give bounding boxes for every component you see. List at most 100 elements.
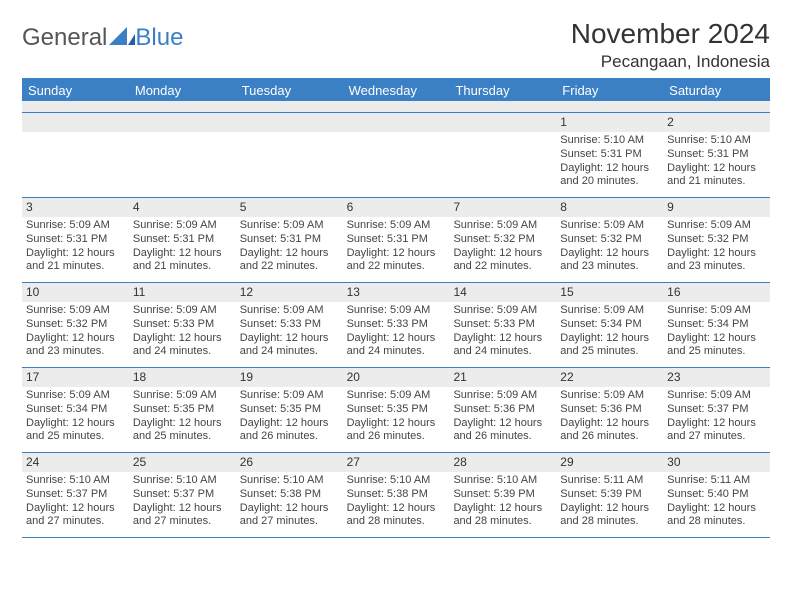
day-cell: 28Sunrise: 5:10 AMSunset: 5:39 PMDayligh…	[449, 453, 556, 537]
calendar-page: General Blue November 2024 Pecangaan, In…	[0, 0, 792, 538]
day-info-line: Sunset: 5:31 PM	[133, 233, 232, 247]
day-info-line: and 22 minutes.	[453, 260, 552, 274]
day-info-line: Daylight: 12 hours	[347, 247, 446, 261]
day-info-line: and 26 minutes.	[347, 430, 446, 444]
weeks-container: 1Sunrise: 5:10 AMSunset: 5:31 PMDaylight…	[22, 113, 770, 538]
day-info-line: Sunset: 5:40 PM	[667, 488, 766, 502]
dow-friday: Friday	[556, 80, 663, 101]
day-info-line: Daylight: 12 hours	[26, 332, 125, 346]
day-cell: 8Sunrise: 5:09 AMSunset: 5:32 PMDaylight…	[556, 198, 663, 282]
day-info-line: Daylight: 12 hours	[560, 417, 659, 431]
day-info-line: Daylight: 12 hours	[26, 247, 125, 261]
week-row: 3Sunrise: 5:09 AMSunset: 5:31 PMDaylight…	[22, 198, 770, 283]
day-number: 28	[449, 453, 556, 472]
day-info-line: and 28 minutes.	[667, 515, 766, 529]
day-number: 9	[663, 198, 770, 217]
day-info-line: Sunset: 5:34 PM	[560, 318, 659, 332]
day-number: 27	[343, 453, 450, 472]
day-info-line: Daylight: 12 hours	[240, 417, 339, 431]
header-spacer	[22, 101, 770, 113]
day-number: 6	[343, 198, 450, 217]
day-info-line: and 21 minutes.	[26, 260, 125, 274]
day-info-line: Sunset: 5:33 PM	[240, 318, 339, 332]
day-info-line: Sunrise: 5:10 AM	[240, 474, 339, 488]
day-cell: 3Sunrise: 5:09 AMSunset: 5:31 PMDaylight…	[22, 198, 129, 282]
dow-tuesday: Tuesday	[236, 80, 343, 101]
day-info-line: Sunrise: 5:09 AM	[453, 304, 552, 318]
day-info-line: Sunrise: 5:11 AM	[667, 474, 766, 488]
day-info-line: Sunset: 5:37 PM	[667, 403, 766, 417]
brand-logo: General Blue	[22, 18, 183, 52]
day-info-line: Daylight: 12 hours	[453, 502, 552, 516]
day-number: 10	[22, 283, 129, 302]
day-cell: 29Sunrise: 5:11 AMSunset: 5:39 PMDayligh…	[556, 453, 663, 537]
day-cell: 9Sunrise: 5:09 AMSunset: 5:32 PMDaylight…	[663, 198, 770, 282]
day-info-line: Sunrise: 5:09 AM	[560, 389, 659, 403]
week-row: 10Sunrise: 5:09 AMSunset: 5:32 PMDayligh…	[22, 283, 770, 368]
location-label: Pecangaan, Indonesia	[571, 52, 770, 72]
day-info-line: Sunrise: 5:09 AM	[667, 219, 766, 233]
day-info-line: Daylight: 12 hours	[453, 332, 552, 346]
day-number: 19	[236, 368, 343, 387]
day-info-line: Sunset: 5:33 PM	[133, 318, 232, 332]
day-info-line: and 21 minutes.	[133, 260, 232, 274]
dow-thursday: Thursday	[449, 80, 556, 101]
day-cell: 30Sunrise: 5:11 AMSunset: 5:40 PMDayligh…	[663, 453, 770, 537]
day-cell	[236, 113, 343, 197]
day-info-line: Sunrise: 5:10 AM	[453, 474, 552, 488]
day-cell: 16Sunrise: 5:09 AMSunset: 5:34 PMDayligh…	[663, 283, 770, 367]
day-number: 5	[236, 198, 343, 217]
dow-wednesday: Wednesday	[343, 80, 450, 101]
day-number: 30	[663, 453, 770, 472]
page-title: November 2024	[571, 18, 770, 50]
brand-part2: Blue	[135, 24, 183, 52]
day-cell	[343, 113, 450, 197]
day-info-line: and 24 minutes.	[133, 345, 232, 359]
day-number: 25	[129, 453, 236, 472]
day-number: 7	[449, 198, 556, 217]
day-info-line: Sunset: 5:38 PM	[240, 488, 339, 502]
day-info-line: Sunrise: 5:09 AM	[667, 304, 766, 318]
day-cell: 24Sunrise: 5:10 AMSunset: 5:37 PMDayligh…	[22, 453, 129, 537]
day-number: 16	[663, 283, 770, 302]
day-number	[129, 113, 236, 132]
day-info-line: and 25 minutes.	[560, 345, 659, 359]
day-cell: 27Sunrise: 5:10 AMSunset: 5:38 PMDayligh…	[343, 453, 450, 537]
day-info-line: and 23 minutes.	[26, 345, 125, 359]
day-info-line: Sunrise: 5:09 AM	[26, 304, 125, 318]
day-info-line: Sunset: 5:37 PM	[133, 488, 232, 502]
day-number: 2	[663, 113, 770, 132]
day-info-line: Sunrise: 5:10 AM	[347, 474, 446, 488]
day-number: 22	[556, 368, 663, 387]
day-info-line: and 21 minutes.	[667, 175, 766, 189]
brand-sail-icon	[109, 24, 135, 52]
title-block: November 2024 Pecangaan, Indonesia	[571, 18, 770, 72]
day-cell: 4Sunrise: 5:09 AMSunset: 5:31 PMDaylight…	[129, 198, 236, 282]
day-cell: 14Sunrise: 5:09 AMSunset: 5:33 PMDayligh…	[449, 283, 556, 367]
day-info-line: and 23 minutes.	[560, 260, 659, 274]
day-info-line: Daylight: 12 hours	[26, 417, 125, 431]
day-info-line: and 27 minutes.	[26, 515, 125, 529]
day-info-line: and 28 minutes.	[453, 515, 552, 529]
day-number: 13	[343, 283, 450, 302]
day-info-line: Sunset: 5:35 PM	[347, 403, 446, 417]
day-number	[236, 113, 343, 132]
day-info-line: Sunset: 5:35 PM	[240, 403, 339, 417]
day-info-line: Sunset: 5:31 PM	[560, 148, 659, 162]
day-cell: 1Sunrise: 5:10 AMSunset: 5:31 PMDaylight…	[556, 113, 663, 197]
day-info-line: Sunrise: 5:09 AM	[133, 389, 232, 403]
day-info-line: Sunset: 5:39 PM	[560, 488, 659, 502]
day-info-line: Sunset: 5:31 PM	[240, 233, 339, 247]
day-info-line: and 27 minutes.	[240, 515, 339, 529]
day-info-line: and 26 minutes.	[453, 430, 552, 444]
day-info-line: Sunrise: 5:09 AM	[240, 304, 339, 318]
day-cell	[129, 113, 236, 197]
day-of-week-row: Sunday Monday Tuesday Wednesday Thursday…	[22, 80, 770, 101]
day-number: 29	[556, 453, 663, 472]
day-cell: 17Sunrise: 5:09 AMSunset: 5:34 PMDayligh…	[22, 368, 129, 452]
day-info-line: Daylight: 12 hours	[453, 417, 552, 431]
day-number	[22, 113, 129, 132]
day-info-line: Sunset: 5:34 PM	[667, 318, 766, 332]
day-info-line: and 28 minutes.	[560, 515, 659, 529]
day-info-line: Daylight: 12 hours	[667, 162, 766, 176]
